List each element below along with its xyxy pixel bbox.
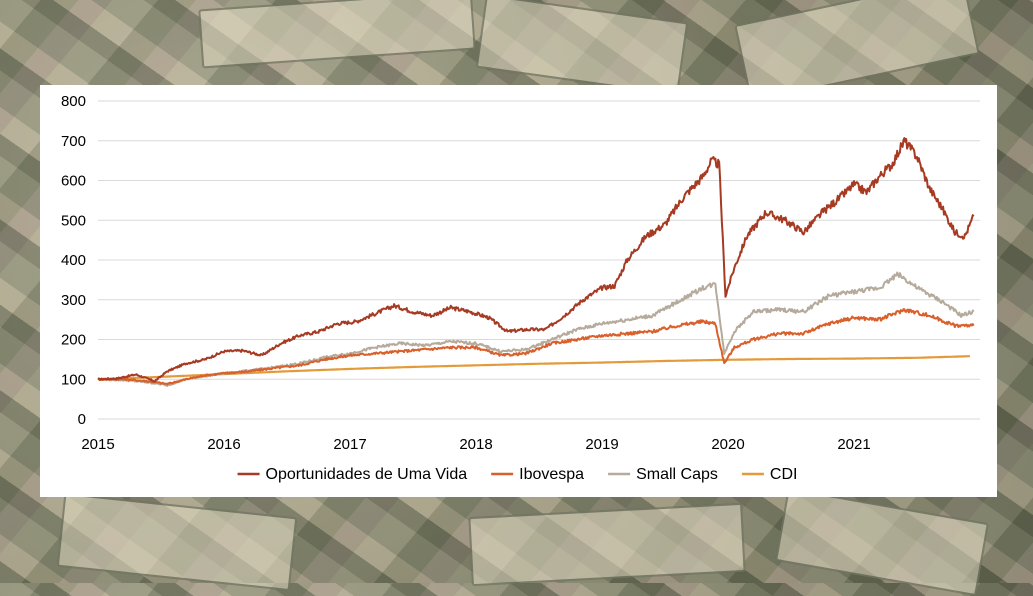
x-tick-label: 2020 xyxy=(711,436,744,453)
background-banknote xyxy=(475,0,689,96)
background-banknote xyxy=(198,0,476,69)
series-lines xyxy=(97,137,975,387)
y-tick-label: 600 xyxy=(61,173,86,190)
y-tick-label: 800 xyxy=(61,93,86,110)
x-tick-label: 2021 xyxy=(837,436,870,453)
legend-label: CDI xyxy=(770,466,798,483)
grid-lines xyxy=(98,100,980,380)
legend-item: CDI xyxy=(741,466,798,483)
legend: Oportunidades de Uma Vida Ibovespa Small C… xyxy=(237,466,798,483)
y-tick-label: 700 xyxy=(61,133,86,150)
y-tick-label: 500 xyxy=(61,212,86,229)
x-tick-label: 2015 xyxy=(81,436,114,453)
x-tick-label: 2016 xyxy=(207,436,240,453)
x-tick-label: 2019 xyxy=(585,436,618,453)
series-line xyxy=(97,355,971,381)
legend-item: Ibovespa xyxy=(491,466,584,483)
line-chart: 0 100 200 300 400 500 600 700 800 2015 2016 2017 201… xyxy=(61,93,980,483)
y-tick-label: 100 xyxy=(61,371,86,388)
background-banknote xyxy=(468,502,746,587)
chart-panel: 0 100 200 300 400 500 600 700 800 2015 2016 2017 201… xyxy=(40,85,997,497)
legend-label: Small Caps xyxy=(636,466,718,483)
series-line xyxy=(97,271,975,387)
x-tick-label: 2017 xyxy=(333,436,366,453)
series-line xyxy=(97,308,975,386)
legend-label: Ibovespa xyxy=(519,466,584,483)
series-line xyxy=(97,137,975,383)
background-banknote xyxy=(775,487,989,596)
x-tick-label: 2018 xyxy=(459,436,492,453)
background-banknote xyxy=(56,492,298,592)
legend-label: Oportunidades de Uma Vida xyxy=(266,466,468,483)
axes: 0 100 200 300 400 500 600 700 800 2015 2016 2017 201… xyxy=(61,93,980,453)
y-tick-label: 300 xyxy=(61,292,86,309)
legend-item: Small Caps xyxy=(608,466,718,483)
y-tick-label: 200 xyxy=(61,332,86,349)
legend-item: Oportunidades de Uma Vida xyxy=(237,466,468,483)
y-tick-label: 0 xyxy=(78,411,86,428)
y-tick-label: 400 xyxy=(61,252,86,269)
